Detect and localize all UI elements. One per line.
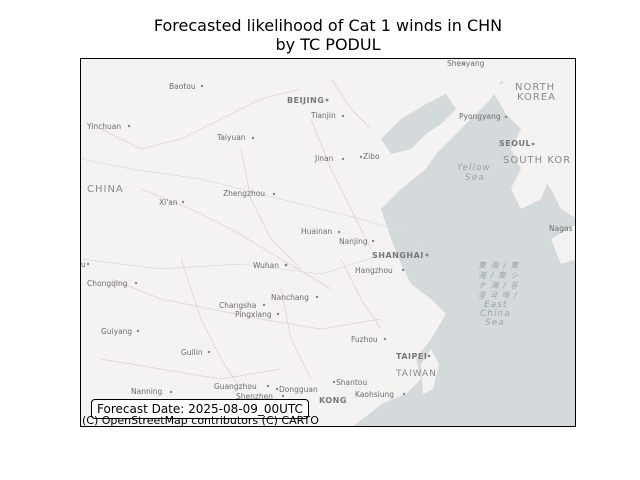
label-nanchang: Nanchang: [271, 293, 309, 302]
label-shanghai: SHANGHAI: [372, 251, 424, 260]
city-dot: [281, 394, 285, 398]
label-taiyuan: Taiyuan: [216, 133, 246, 142]
label-edge-u: u: [81, 260, 86, 269]
label-east-sea-2: 海 / 東 シ: [478, 271, 519, 280]
label-yinchuan: Yinchuan: [86, 122, 121, 131]
label-east-sea-3: ナ 海 / 동: [478, 281, 519, 290]
japan-land: [551, 225, 575, 264]
label-seoul: SEOUL: [499, 139, 531, 148]
label-hongkong: KONG: [319, 396, 347, 405]
label-china: CHINA: [87, 184, 124, 195]
label-north-korea-2: KOREA: [517, 92, 556, 103]
label-wuhan: Wuhan: [253, 261, 279, 270]
city-dot: [136, 329, 140, 333]
label-yellow-sea-1: Yellow: [457, 163, 491, 173]
bohai-sea: [381, 94, 456, 154]
city-dot: [462, 62, 466, 66]
city-dot: [341, 114, 345, 118]
label-east-sea-1: 東 海 / 東: [478, 261, 520, 270]
label-pingxiang: Pingxiang: [235, 310, 272, 319]
label-east-sea-5: East: [484, 300, 507, 310]
city-dot: [272, 192, 276, 196]
label-yellow-sea-2: Sea: [465, 173, 485, 183]
label-baotou: Baotou: [169, 82, 196, 91]
label-shenyang: Shenyang: [447, 59, 485, 68]
city-dot: [332, 380, 336, 384]
label-zibo: Zibo: [363, 152, 380, 161]
label-nanning: Nanning: [131, 387, 163, 396]
city-dot: [504, 115, 508, 119]
city-dot: [427, 354, 431, 358]
label-taipei: TAIPEI: [396, 352, 427, 361]
city-dot: [359, 155, 363, 159]
city-dot: [325, 98, 329, 102]
title-line-1: Forecasted likelihood of Cat 1 winds in …: [153, 16, 503, 35]
label-jinan: Jinan: [314, 154, 334, 163]
label-huainan: Huainan: [301, 227, 332, 236]
label-hangzhou: Hangzhou: [355, 266, 393, 275]
basemap: Shenyang Baotou BEIJING Tianjin Yinchuan…: [81, 59, 575, 426]
label-nagasaki: Nagas: [549, 224, 573, 233]
taiwan-land: [421, 349, 439, 394]
city-dot: [275, 387, 279, 391]
label-dongguan: Dongguan: [279, 385, 318, 394]
city-dot: [284, 263, 288, 267]
label-north-korea-1: NORTH: [515, 82, 555, 93]
map-attribution: (C) OpenStreetMap contributors (C) CARTO: [82, 414, 319, 427]
label-xian: Xi'an: [159, 198, 178, 207]
city-dot: [402, 392, 406, 396]
city-dot: [134, 281, 138, 285]
city-dot: [531, 142, 535, 146]
city-dot: [181, 200, 185, 204]
city-dot: [315, 295, 319, 299]
label-east-sea-4: 중 국 해 /: [478, 291, 518, 300]
city-dot: [251, 136, 255, 140]
label-zhengzhou: Zhengzhou: [223, 189, 265, 198]
forecast-date-box: Forecast Date: 2025-08-09_00UTC: [91, 399, 309, 419]
korea-land: [491, 69, 575, 209]
label-kaohsiung: Kaohsiung: [355, 390, 394, 399]
map-panel[interactable]: Shenyang Baotou BEIJING Tianjin Yinchuan…: [80, 58, 576, 427]
label-fuzhou: Fuzhou: [351, 335, 378, 344]
city-dot: [425, 253, 429, 257]
city-dot: [169, 390, 173, 394]
city-dot: [337, 230, 341, 234]
label-beijing: BEIJING: [287, 96, 324, 105]
label-nanjing: Nanjing: [339, 237, 368, 246]
label-tianjin: Tianjin: [310, 111, 336, 120]
label-shantou: Shantou: [336, 378, 367, 387]
chart-title: Forecasted likelihood of Cat 1 winds in …: [0, 16, 640, 54]
city-dot: [371, 239, 375, 243]
label-east-sea-7: Sea: [485, 318, 505, 328]
label-chongqing: Chongqing: [87, 279, 128, 288]
label-guiyang: Guiyang: [101, 327, 132, 336]
sea-area: [353, 81, 575, 426]
label-guangzhou: Guangzhou: [214, 382, 257, 391]
city-dot: [262, 303, 266, 307]
title-line-2: by TC PODUL: [275, 35, 381, 54]
label-changsha: Changsha: [219, 301, 256, 310]
city-dot: [207, 350, 211, 354]
city-dot: [341, 157, 345, 161]
city-dot: [276, 312, 280, 316]
label-taiwan: TAIWAN: [395, 369, 437, 379]
city-dot: [200, 84, 204, 88]
rivers: [81, 158, 432, 275]
city-dot: [266, 384, 270, 388]
label-shenzhen: Shenzhen: [236, 392, 273, 401]
label-pyongyang: Pyongyang: [459, 112, 501, 121]
city-dot: [401, 268, 405, 272]
province-borders: [100, 78, 437, 390]
label-south-korea: SOUTH KOR: [503, 155, 571, 166]
city-dot: [383, 337, 387, 341]
city-dot: [86, 262, 90, 266]
label-guilin: Guilin: [181, 348, 203, 357]
city-dot: [127, 124, 131, 128]
label-east-sea-6: China: [480, 309, 511, 319]
